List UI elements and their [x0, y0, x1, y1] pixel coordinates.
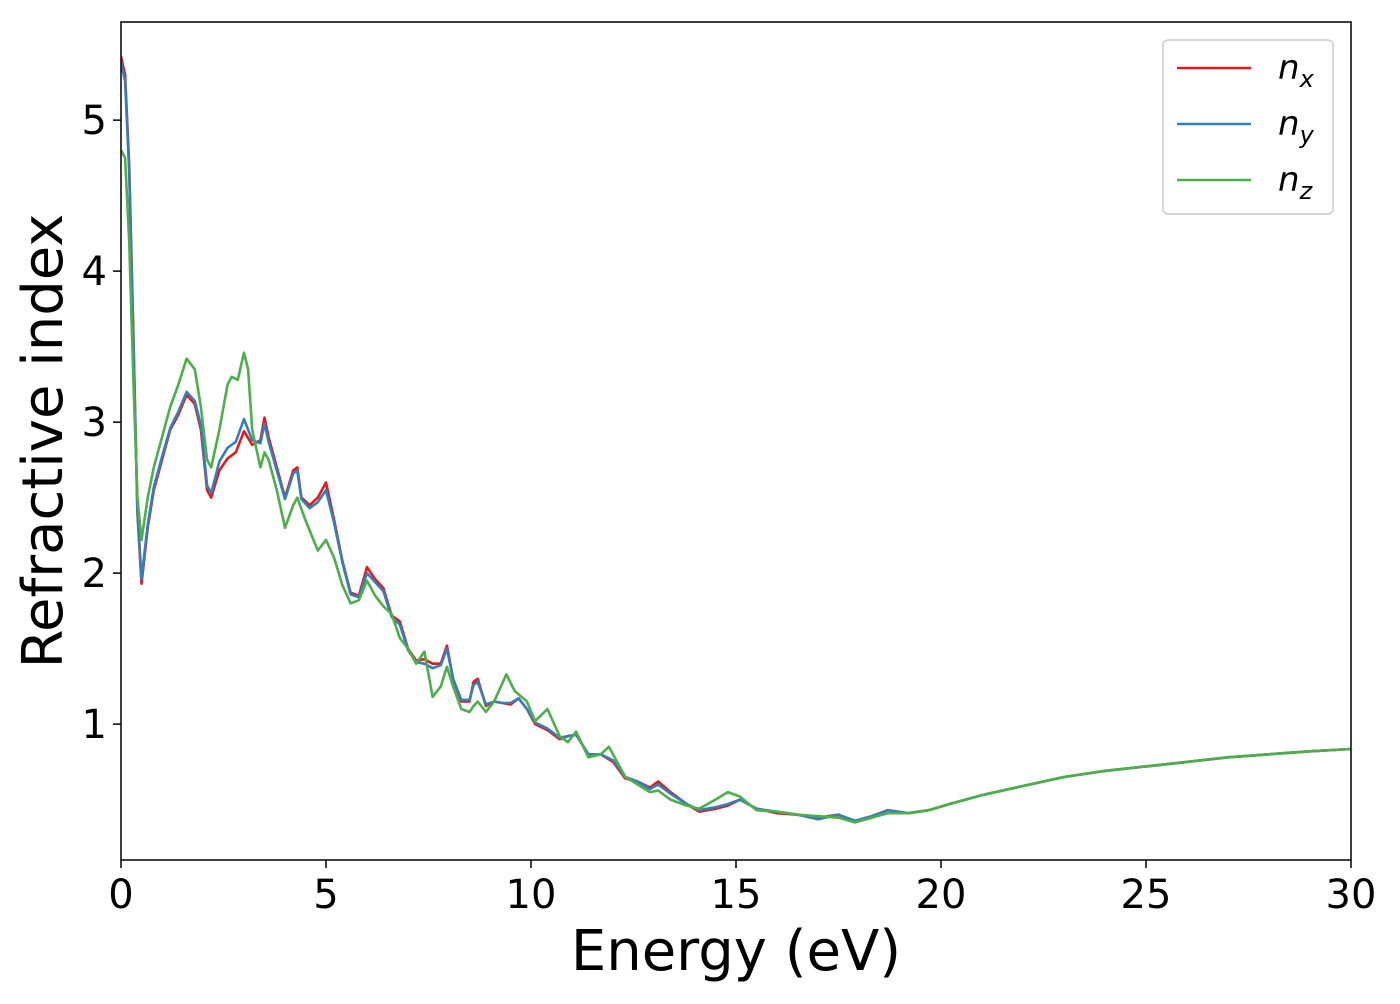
legend-items: nx ny nz: [1177, 48, 1315, 205]
legend-label-y: ny: [1278, 104, 1315, 149]
y-tick-label: 1: [82, 702, 107, 748]
x-tick-label: 5: [313, 872, 338, 918]
legend-label-z: nz: [1278, 160, 1314, 205]
y-axis-ticks: 1 2 3 4 5: [82, 98, 121, 748]
series-layer: [121, 55, 1351, 824]
x-tick-label: 20: [916, 872, 967, 918]
y-tick-label: 5: [82, 98, 107, 144]
y-axis-title: Refractive index: [11, 214, 76, 669]
x-tick-label: 30: [1326, 872, 1377, 918]
y-tick-label: 2: [82, 551, 107, 597]
x-tick-label: 15: [711, 872, 762, 918]
x-tick-label: 10: [506, 872, 557, 918]
x-axis-ticks: 0 5 10 15 20 25 30: [108, 860, 1376, 918]
x-axis-title: Energy (eV): [571, 919, 901, 984]
legend: nx ny nz: [1162, 39, 1334, 215]
legend-label-x: nx: [1278, 48, 1315, 93]
x-tick-label: 0: [108, 872, 133, 918]
y-tick-label: 3: [82, 400, 107, 446]
series-line-y: [121, 61, 1351, 822]
y-tick-label: 4: [82, 249, 107, 295]
legend-box: [1162, 39, 1334, 215]
series-line-z: [121, 149, 1351, 824]
x-tick-label: 25: [1121, 872, 1172, 918]
